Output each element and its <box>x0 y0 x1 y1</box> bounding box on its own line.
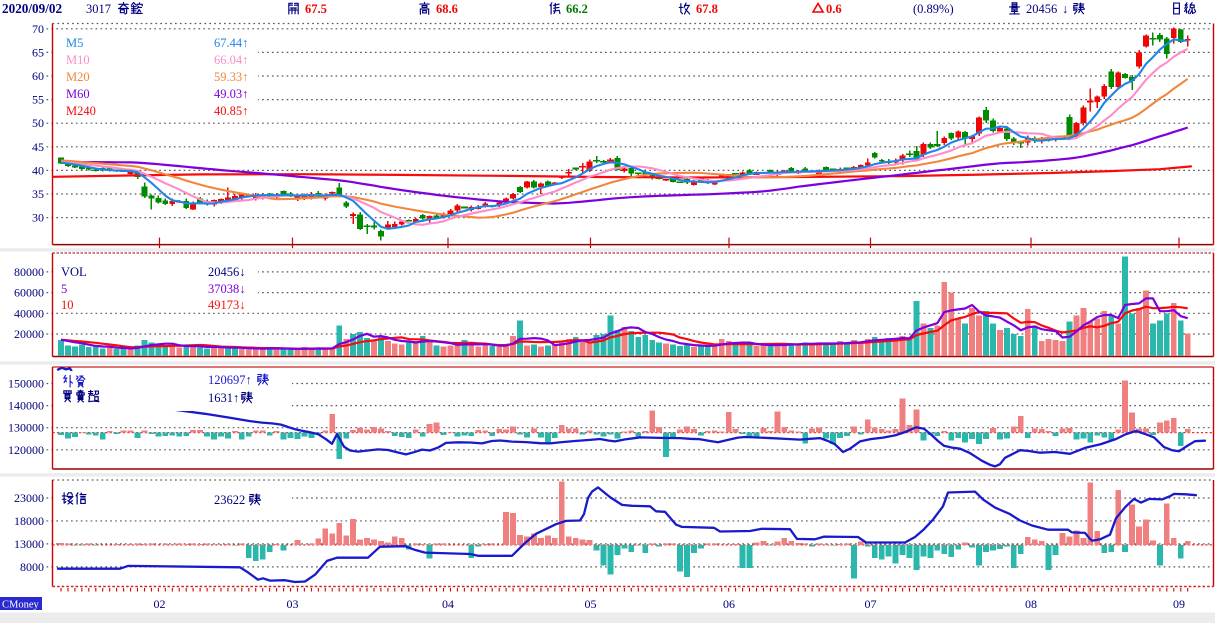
svg-text:67.44↑: 67.44↑ <box>214 36 248 50</box>
svg-text:09: 09 <box>1173 597 1185 611</box>
svg-text:0.6: 0.6 <box>826 2 842 16</box>
svg-text:59.33↑: 59.33↑ <box>214 70 248 84</box>
svg-text:(0.89%): (0.89%) <box>913 2 954 16</box>
svg-text:20456↓: 20456↓ <box>208 265 246 279</box>
svg-text:02: 02 <box>154 597 166 611</box>
svg-text:130000: 130000 <box>8 421 44 435</box>
svg-text:20456: 20456 <box>1026 2 1057 16</box>
svg-text:67.5: 67.5 <box>305 2 327 16</box>
svg-text:08: 08 <box>1025 597 1037 611</box>
svg-text:120697↑: 120697↑ <box>208 373 252 387</box>
svg-text:13000: 13000 <box>14 537 44 551</box>
svg-text:70: 70 <box>32 22 44 36</box>
svg-text:40000: 40000 <box>14 306 44 320</box>
svg-text:03: 03 <box>287 597 299 611</box>
svg-text:65: 65 <box>32 45 44 59</box>
svg-text:40.85↑: 40.85↑ <box>214 104 248 118</box>
svg-text:49.03↑: 49.03↑ <box>214 87 248 101</box>
svg-text:80000: 80000 <box>14 265 44 279</box>
svg-text:M240: M240 <box>66 104 96 118</box>
svg-text:40: 40 <box>32 163 44 177</box>
svg-text:60: 60 <box>32 69 44 83</box>
svg-text:VOL: VOL <box>61 265 87 279</box>
svg-text:55: 55 <box>32 93 44 107</box>
svg-text:68.6: 68.6 <box>436 2 458 16</box>
svg-text:↓: ↓ <box>1062 2 1068 16</box>
svg-text:8000: 8000 <box>20 560 44 574</box>
svg-text:67.8: 67.8 <box>696 2 718 16</box>
svg-text:10: 10 <box>61 298 74 312</box>
svg-text:150000: 150000 <box>8 377 44 391</box>
svg-text:20000: 20000 <box>14 327 44 341</box>
svg-text:07: 07 <box>865 597 877 611</box>
svg-text:120000: 120000 <box>8 443 44 457</box>
svg-text:3017: 3017 <box>86 2 111 16</box>
svg-text:1631↑: 1631↑ <box>208 391 239 405</box>
svg-text:M60: M60 <box>66 87 90 101</box>
svg-text:18000: 18000 <box>14 514 44 528</box>
svg-text:05: 05 <box>585 597 597 611</box>
svg-text:23000: 23000 <box>14 491 44 505</box>
svg-text:140000: 140000 <box>8 399 44 413</box>
svg-text:5: 5 <box>61 282 67 296</box>
svg-text:60000: 60000 <box>14 286 44 300</box>
svg-text:66.04↑: 66.04↑ <box>214 53 248 67</box>
svg-text:23622: 23622 <box>214 493 245 507</box>
svg-text:35: 35 <box>32 187 44 201</box>
svg-text:37038↓: 37038↓ <box>208 282 246 296</box>
svg-text:50: 50 <box>32 116 44 130</box>
svg-text:2020/09/02: 2020/09/02 <box>2 1 62 16</box>
svg-text:M10: M10 <box>66 53 90 67</box>
svg-text:49173↓: 49173↓ <box>208 298 246 312</box>
svg-text:M5: M5 <box>66 36 83 50</box>
svg-text:CMoney: CMoney <box>2 600 40 611</box>
svg-text:30: 30 <box>32 211 44 225</box>
svg-text:04: 04 <box>442 597 454 611</box>
svg-text:M20: M20 <box>66 70 90 84</box>
svg-text:45: 45 <box>32 140 44 154</box>
svg-text:06: 06 <box>723 597 735 611</box>
svg-text:66.2: 66.2 <box>566 2 588 16</box>
